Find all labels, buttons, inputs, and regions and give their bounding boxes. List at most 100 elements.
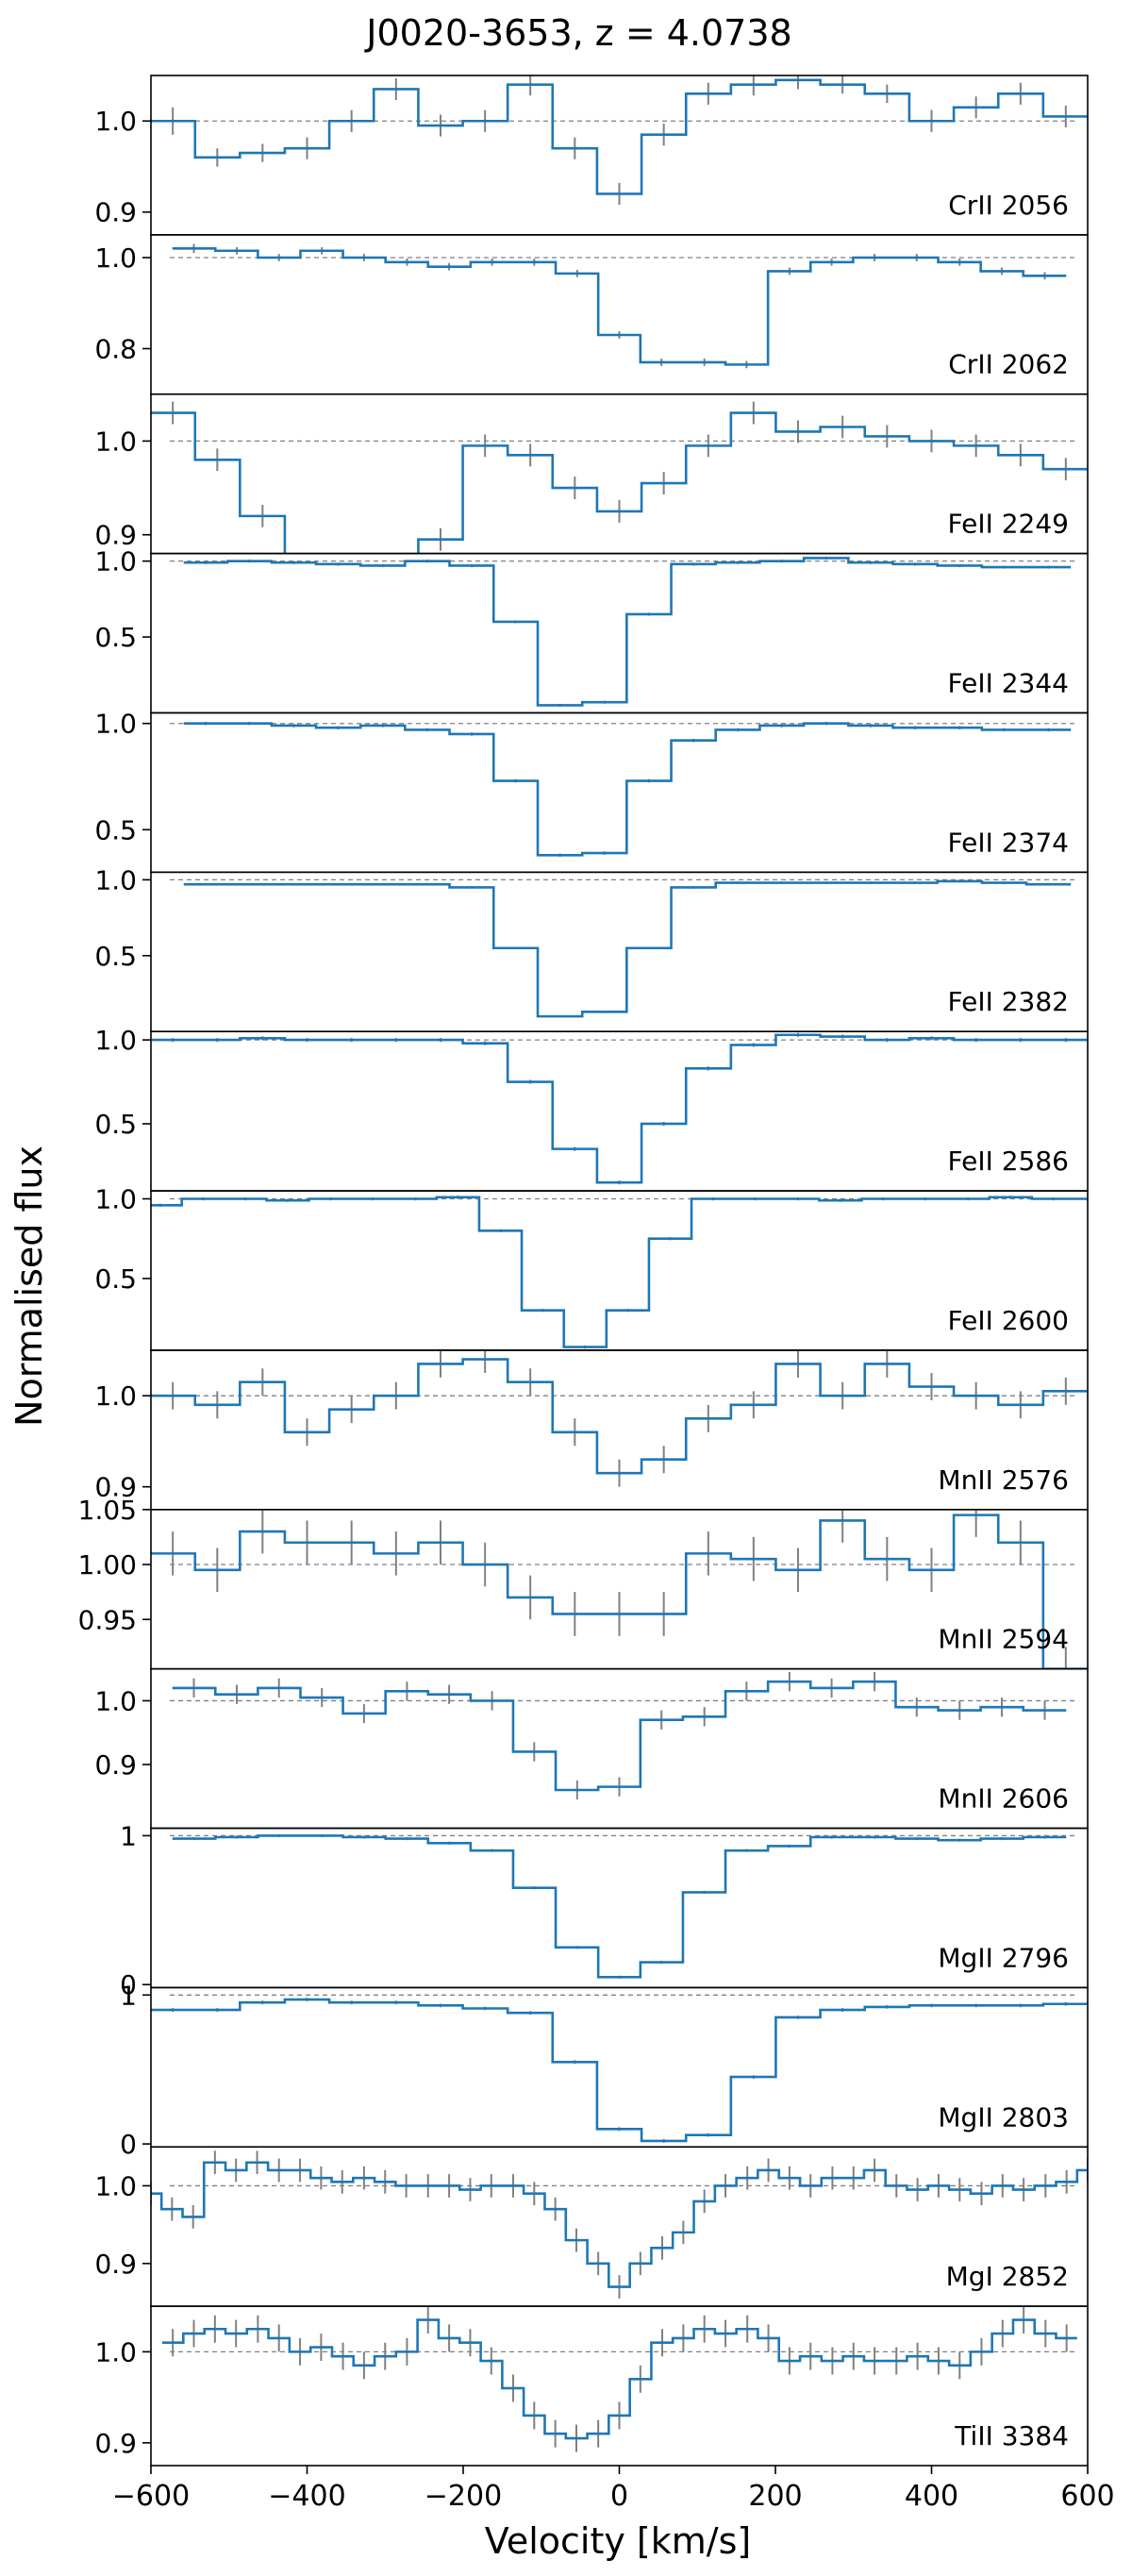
panel-data	[161, 2306, 1077, 2452]
y-tick-label: 1.0	[94, 106, 137, 137]
y-tick-label: 0.95	[78, 1604, 137, 1635]
y-tick-label: 0.5	[94, 622, 137, 653]
panel-0: 0.9 1.0 CrII 2056	[94, 75, 1089, 236]
panel-2: 0.9 1.0 FeII 2249	[94, 393, 1089, 555]
spectrum-step-line	[172, 247, 1067, 366]
x-tick-label: −200	[424, 2480, 502, 2513]
spectrum-step-line	[172, 1834, 1067, 1979]
panel-label: TiII 3384	[954, 2420, 1069, 2451]
panel-data	[151, 401, 1088, 554]
panel-label: FeII 2586	[948, 1146, 1069, 1177]
x-tick-label: 0	[610, 2480, 628, 2513]
y-tick-label: 1.0	[94, 1025, 137, 1056]
y-tick-label: 1.0	[94, 2170, 137, 2201]
spectrum-step-line	[151, 1358, 1088, 1475]
y-tick-label: 1.00	[78, 1549, 137, 1581]
x-tick-label: 600	[1060, 2480, 1114, 2513]
panel-data	[151, 1509, 1088, 1669]
y-tick-label: 0	[120, 2129, 137, 2160]
panel-label: FeII 2249	[948, 509, 1069, 540]
panel-label: MnII 2606	[938, 1783, 1069, 1815]
spectrum-step-line	[151, 1514, 1088, 1669]
panel-label: MnII 2576	[938, 1464, 1069, 1496]
x-tick-label: 200	[748, 2480, 802, 2513]
y-tick-label: 1.0	[94, 1380, 137, 1412]
panel-9: 0.95 1.00 1.05 MnII 2594	[78, 1495, 1089, 1670]
x-tick-label: 400	[905, 2480, 958, 2513]
panel-6: 0.5 1.0 FeII 2586	[94, 1025, 1089, 1192]
spectrum-step-line	[151, 1196, 1088, 1348]
y-tick-label: 0.5	[94, 1263, 137, 1295]
spectrum-step-line	[151, 1033, 1088, 1184]
panel-data	[151, 1998, 1088, 2143]
y-tick-label: 0.5	[94, 941, 137, 972]
y-tick-label: 0.5	[94, 814, 137, 845]
panel-frame	[150, 2305, 1089, 2467]
x-axis-label: Velocity [km/s]	[485, 2520, 751, 2562]
panel-data	[151, 1349, 1088, 1487]
y-tick-label: 1.0	[94, 709, 137, 740]
panel-data	[172, 1833, 1067, 1979]
spectrum-step-line	[183, 722, 1072, 857]
panel-label: FeII 2382	[948, 986, 1069, 1017]
y-tick-label: 1.0	[94, 1184, 137, 1215]
y-tick-label: 0.5	[94, 1109, 137, 1140]
y-tick-label: 0.8	[94, 333, 137, 364]
y-tick-label: 1	[120, 1820, 137, 1851]
y-tick-label: 0.9	[94, 1749, 137, 1781]
x-tick-label: −600	[112, 2480, 190, 2513]
panel-12: 0 1 MgII 2803	[120, 1980, 1089, 2160]
panel-data	[151, 1196, 1088, 1349]
panel-4: 0.5 1.0 FeII 2374	[94, 709, 1089, 874]
spectrum-step-line	[172, 1680, 1067, 1792]
panel-label: FeII 2374	[948, 827, 1069, 858]
spectrum-step-line	[151, 411, 1088, 554]
panel-3: 0.5 1.0 FeII 2344	[94, 546, 1089, 714]
y-tick-label: 1.0	[94, 546, 137, 577]
panel-label: MgI 2852	[946, 2261, 1069, 2292]
panel-data	[151, 1032, 1088, 1185]
panel-data	[183, 721, 1072, 858]
panel-label: CrII 2056	[948, 190, 1069, 221]
panel-11: 0 1 MgII 2796	[120, 1820, 1089, 2000]
panel-data	[172, 243, 1067, 369]
spectrum-step-line	[151, 78, 1088, 195]
panel-8: 0.9 1.0 MnII 2576	[94, 1349, 1089, 1511]
y-tick-label: 1.0	[94, 2336, 137, 2367]
chart-title: J0020-3653, z = 4.0738	[364, 12, 791, 54]
y-tick-label: 0.9	[94, 2249, 137, 2280]
panel-10: 0.9 1.0 MnII 2606	[94, 1667, 1089, 1830]
y-axis-label: Normalised flux	[8, 1146, 50, 1427]
y-tick-label: 1.0	[94, 864, 137, 895]
panel-label: FeII 2600	[948, 1305, 1069, 1336]
panel-14: 0.9 1.0 TiII 3384	[94, 2305, 1089, 2474]
panel-label: FeII 2344	[948, 667, 1069, 698]
y-tick-label: 1.05	[78, 1495, 137, 1526]
panel-data	[151, 2150, 1088, 2299]
spectrum-step-line	[151, 2161, 1088, 2288]
panel-1: 0.8 1.0 CrII 2062	[94, 234, 1089, 395]
panel-label: CrII 2062	[948, 349, 1069, 380]
y-tick-label: 1.0	[94, 1685, 137, 1716]
panel-label: MgII 2803	[938, 2101, 1069, 2133]
y-tick-label: 0.9	[94, 520, 137, 551]
y-tick-label: 0.9	[94, 1472, 137, 1503]
y-tick-label: 1.0	[94, 426, 137, 457]
spectrum-step-line	[183, 557, 1072, 707]
y-tick-label: 1.0	[94, 243, 137, 274]
panel-13: 0.9 1.0 MgI 2852	[94, 2146, 1089, 2307]
panel-label: MnII 2594	[938, 1624, 1069, 1655]
x-tick-label: −400	[268, 2480, 345, 2513]
spectrum-step-line	[151, 1998, 1088, 2143]
panel-5: 0.5 1.0 FeII 2382	[94, 864, 1089, 1032]
panel-data	[183, 556, 1072, 708]
panel-7: 0.5 1.0 FeII 2600	[94, 1184, 1089, 1351]
panel-data	[183, 879, 1072, 1018]
spectrum-step-line	[161, 2318, 1077, 2440]
spectrum-step-line	[183, 879, 1072, 1018]
y-tick-label: 0.9	[94, 197, 137, 228]
y-tick-label: 0	[120, 1969, 137, 2000]
panel-data	[151, 75, 1088, 206]
